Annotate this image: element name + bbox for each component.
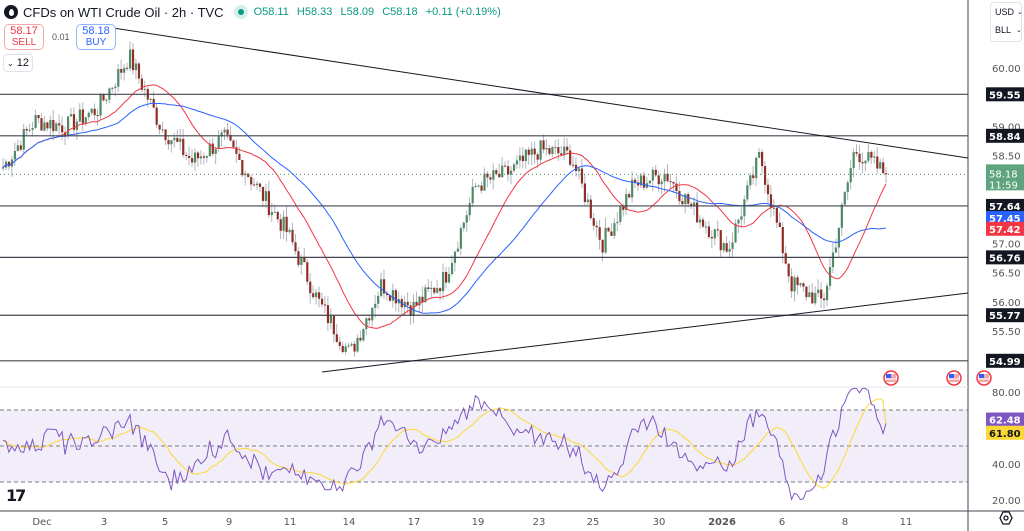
- svg-text:62.48: 62.48: [989, 416, 1021, 427]
- buy-price: 58.18: [82, 25, 110, 37]
- us-flag-icon[interactable]: [946, 370, 962, 386]
- svg-text:6: 6: [779, 517, 785, 528]
- svg-text:56.76: 56.76: [989, 253, 1021, 264]
- us-flag-icon[interactable]: [976, 370, 992, 386]
- svg-text:30: 30: [653, 517, 666, 528]
- chevron-down-icon: ⌄: [1017, 9, 1023, 16]
- svg-text:61.80: 61.80: [989, 429, 1021, 440]
- symbol-title[interactable]: CFDs on WTI Crude Oil · 2h · TVC: [23, 4, 224, 20]
- svg-text:57.00: 57.00: [992, 239, 1021, 250]
- svg-text:9: 9: [226, 517, 232, 528]
- chevron-down-icon: ⌄: [7, 58, 14, 68]
- unit-dropdown[interactable]: BLL ⌄: [991, 21, 1022, 39]
- svg-text:80.00: 80.00: [992, 388, 1021, 399]
- svg-text:20.00: 20.00: [992, 496, 1021, 507]
- buy-label: BUY: [85, 37, 107, 48]
- price-axis: 60.00 59.00 58.50 57.00 56.50 56.00 55.50 59.55…: [32, 64, 1024, 528]
- settings-gear-icon[interactable]: [998, 510, 1014, 526]
- svg-text:25: 25: [587, 517, 600, 528]
- currency-label: USD: [995, 7, 1015, 17]
- indicator-count: 12: [16, 57, 29, 69]
- oil-drop-icon: [4, 5, 18, 19]
- sell-price: 58.17: [10, 25, 38, 37]
- currency-unit-selector: USD ⌄ BLL ⌄: [990, 2, 1023, 42]
- svg-text:23: 23: [533, 517, 546, 528]
- close-value: C58.18: [382, 6, 418, 18]
- svg-text:59.00: 59.00: [992, 122, 1021, 133]
- change-value: +0.11 (+0.19%): [425, 6, 501, 18]
- svg-text:11: 11: [284, 517, 297, 528]
- svg-text:60.00: 60.00: [992, 64, 1021, 75]
- svg-text:59.55: 59.55: [989, 90, 1021, 101]
- svg-text:57.42: 57.42: [989, 225, 1021, 236]
- svg-text:11:59: 11:59: [989, 180, 1018, 191]
- svg-text:40.00: 40.00: [992, 460, 1021, 471]
- buy-button[interactable]: 58.18 BUY: [76, 24, 116, 50]
- svg-text:2026: 2026: [708, 517, 736, 528]
- svg-text:58.18: 58.18: [989, 169, 1018, 180]
- svg-text:8: 8: [842, 517, 848, 528]
- ohlc-values: O58.11 H58.33 L58.09 C58.18 +0.11 (+0.19…: [254, 6, 506, 18]
- us-flag-icon[interactable]: [883, 370, 899, 386]
- svg-text:57.64: 57.64: [989, 202, 1021, 213]
- svg-text:55.77: 55.77: [989, 311, 1021, 322]
- svg-text:54.99: 54.99: [989, 357, 1021, 368]
- unit-label: BLL: [995, 25, 1012, 35]
- svg-text:11: 11: [900, 517, 913, 528]
- high-value: H58.33: [296, 6, 333, 18]
- svg-text:56.50: 56.50: [992, 269, 1021, 280]
- indicators-toggle-button[interactable]: ⌄ 12: [3, 54, 33, 72]
- trade-panel: 58.17 SELL 0.01 58.18 BUY: [4, 24, 116, 50]
- spread-value: 0.01: [52, 32, 70, 42]
- market-open-icon: [233, 5, 248, 19]
- svg-text:5: 5: [162, 517, 168, 528]
- symbol-header: CFDs on WTI Crude Oil · 2h · TVC O58.11 …: [4, 2, 506, 22]
- svg-text:3: 3: [101, 517, 107, 528]
- currency-dropdown[interactable]: USD ⌄: [991, 3, 1023, 21]
- svg-text:14: 14: [343, 517, 356, 528]
- svg-text:55.50: 55.50: [992, 327, 1021, 338]
- low-value: L58.09: [340, 6, 375, 18]
- svg-text:19: 19: [472, 517, 485, 528]
- sell-button[interactable]: 58.17 SELL: [4, 24, 44, 50]
- sell-label: SELL: [11, 37, 37, 48]
- svg-text:56.00: 56.00: [992, 298, 1021, 309]
- svg-text:58.50: 58.50: [992, 152, 1021, 163]
- candles: [2, 41, 888, 357]
- svg-text:58.84: 58.84: [989, 132, 1021, 143]
- tradingview-logo[interactable]: 17: [6, 486, 26, 505]
- open-value: O58.11: [253, 6, 289, 18]
- svg-text:57.45: 57.45: [989, 214, 1021, 225]
- chevron-down-icon: ⌄: [1016, 27, 1022, 34]
- svg-text:Dec: Dec: [32, 517, 51, 528]
- svg-text:17: 17: [408, 517, 421, 528]
